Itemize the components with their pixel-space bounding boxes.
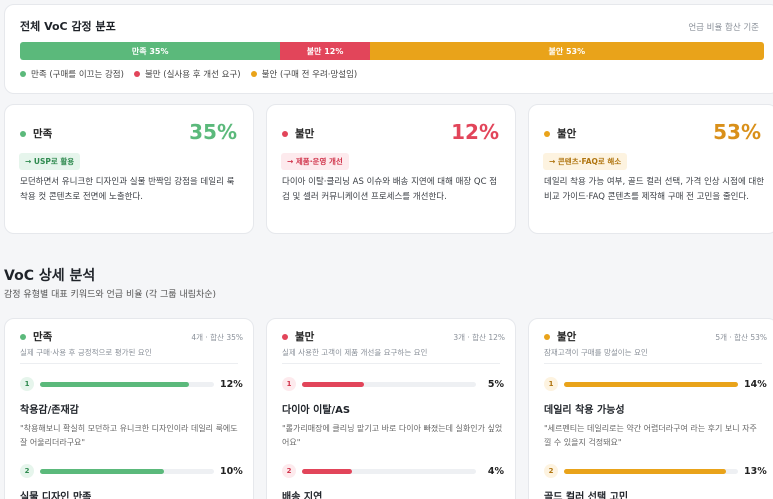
keyword-name: 골드 컬러 선택 고민 <box>544 492 629 499</box>
keyword-bar-fill <box>564 468 726 474</box>
segment-satisfied: 만족 35% <box>20 42 281 60</box>
action-tag: → 콘텐츠·FAQ로 해소 <box>543 153 628 170</box>
legend-label: 불만 (실사용 후 개선 요구) <box>144 70 241 80</box>
divider <box>544 363 762 364</box>
segment-anxious: 불안 53% <box>369 42 764 60</box>
summary-percent: 12% <box>451 120 499 144</box>
detail-meta: 5개 · 합산 53% <box>715 333 767 342</box>
summary-description: 다이아 이탈·클리닝 AS 이슈와 배송 지연에 대해 매장 QC 점검 및 셀… <box>282 177 498 202</box>
rank-badge: 1 <box>544 377 558 391</box>
legend-label: 만족 (구매를 이끄는 강점) <box>31 70 124 80</box>
sentiment-distribution-card: 전체 VoC 감정 분포 언급 비율 합산 기준 만족 35% 불만 12% 불… <box>4 4 773 94</box>
detail-card-anxious: 불안 5개 · 합산 53% 잠재고객이 구매를 망설이는 요인 1 14% 데일… <box>528 318 773 499</box>
summary-percent: 35% <box>189 120 237 144</box>
keyword-bar-fill <box>40 381 190 387</box>
summary-description: 데일리 착용 가능 여부, 골드 컬러 선택, 가격 인상 시점에 대한 비교 … <box>544 177 765 202</box>
keyword-percent: 14% <box>744 378 767 390</box>
keyword-quote: "롤가리매장에 클리닝 맡기고 바로 다이아 빠졌는데 실화인가 싶었어요" <box>282 424 503 447</box>
keyword-percent: 4% <box>487 465 504 477</box>
rank-badge: 2 <box>544 464 558 478</box>
distribution-note: 언급 비율 합산 기준 <box>688 23 759 33</box>
section-subtitle: 감정 유형별 대표 키워드와 언급 비율 (각 그룹 내림차순) <box>4 290 217 300</box>
keyword-bar-track <box>564 381 738 387</box>
keyword-percent: 13% <box>744 465 767 477</box>
distribution-bar: 만족 35% 불만 12% 불안 53% <box>20 42 764 60</box>
legend-item-satisfied: 만족 (구매를 이끄는 강점) <box>20 68 124 80</box>
orange-dot-icon <box>544 333 550 340</box>
red-dot-icon <box>282 130 288 137</box>
section-title: VoC 상세 분석 <box>4 268 96 284</box>
keyword-item: 2 4% 배송 지연 <box>282 464 504 499</box>
keyword-bar-fill <box>40 468 165 474</box>
green-dot-icon <box>20 71 26 77</box>
rank-badge: 2 <box>282 464 296 478</box>
keyword-item: 2 13% 골드 컬러 선택 고민 <box>544 464 767 499</box>
keyword-quote: "착용해보니 확실히 모던하고 유니크한 디자인이라 데일리 룩에도 잘 어울리… <box>20 424 238 447</box>
divider <box>20 363 238 364</box>
keyword-bar-track <box>302 381 476 387</box>
summary-card-satisfied: 만족 35% → USP로 활용 모던하면서 유니크한 디자인과 실물 반짝임 … <box>4 104 254 234</box>
keyword-bar-track <box>564 468 738 474</box>
keyword-bar-track <box>40 381 214 387</box>
detail-name: 만족 <box>33 331 53 343</box>
summary-name: 불안 <box>557 128 577 140</box>
orange-dot-icon <box>250 71 257 77</box>
segment-dissatisfied: 불만 12% <box>280 42 370 60</box>
orange-dot-icon <box>544 130 550 137</box>
summary-name: 불만 <box>295 128 315 140</box>
green-dot-icon <box>20 333 26 340</box>
detail-subtitle: 실제 구매·사용 후 긍정적으로 평가된 요인 <box>20 348 152 357</box>
summary-card-dissatisfied: 불만 12% → 제품·운영 개선 다이아 이탈·클리닝 AS 이슈와 배송 지… <box>266 104 516 234</box>
divider <box>282 363 500 364</box>
summary-percent: 53% <box>713 120 761 144</box>
summary-card-anxious: 불안 53% → 콘텐츠·FAQ로 해소 데일리 착용 가능 여부, 골드 컬러… <box>528 104 773 234</box>
keyword-percent: 10% <box>220 465 243 477</box>
action-tag: → USP로 활용 <box>19 153 81 170</box>
green-dot-icon <box>20 130 26 137</box>
keyword-item: 1 14% 데일리 착용 가능성 "세르펜티는 데일리로는 약간 어렵더라구여 라… <box>544 377 767 450</box>
keyword-bar-fill <box>302 468 352 474</box>
keyword-item: 1 5% 다이아 이탈/AS "롤가리매장에 클리닝 맡기고 바로 다이아 빠졌는… <box>282 377 504 450</box>
rank-badge: 2 <box>20 464 34 478</box>
detail-subtitle: 잠재고객이 구매를 망설이는 요인 <box>544 348 648 357</box>
keyword-quote: "세르펜티는 데일리로는 약간 어렵더라구여 라는 후기 보니 자주 낄 수 있… <box>544 424 757 447</box>
summary-name: 만족 <box>33 128 53 140</box>
keyword-percent: 12% <box>220 378 243 390</box>
rank-badge: 1 <box>20 377 34 391</box>
summary-description: 모던하면서 유니크한 디자인과 실물 반짝임 강점을 데일리 룩 착용 컷 콘텐… <box>20 177 235 202</box>
detail-meta: 4개 · 합산 35% <box>191 333 243 342</box>
legend-item-dissatisfied: 불만 (실사용 후 개선 요구) <box>133 68 241 80</box>
distribution-legend: 만족 (구매를 이끄는 강점) 불만 (실사용 후 개선 요구) 불안 (구매 … <box>20 68 357 80</box>
keyword-item: 2 10% 실물 디자인 만족 <box>20 464 243 499</box>
keyword-percent: 5% <box>487 378 504 390</box>
distribution-title: 전체 VoC 감정 분포 <box>20 20 116 33</box>
keyword-bar-track <box>40 468 214 474</box>
keyword-item: 1 12% 착용감/존재감 "착용해보니 확실히 모던하고 유니크한 디자인이라 … <box>20 377 243 450</box>
keyword-bar-fill <box>302 381 365 387</box>
keyword-name: 실물 디자인 만족 <box>20 492 92 499</box>
red-dot-icon <box>133 71 140 77</box>
rank-badge: 1 <box>282 377 296 391</box>
legend-label: 불안 (구매 전 우려·망설임) <box>261 70 358 80</box>
action-tag: → 제품·운영 개선 <box>281 153 349 170</box>
detail-subtitle: 실제 사용한 고객이 제품 개선을 요구하는 요인 <box>282 348 428 357</box>
detail-card-dissatisfied: 불만 3개 · 합산 12% 실제 사용한 고객이 제품 개선을 요구하는 요인… <box>266 318 516 499</box>
keyword-bar-track <box>302 468 476 474</box>
detail-name: 불만 <box>295 331 315 343</box>
keyword-bar-fill <box>564 381 738 387</box>
keyword-name: 착용감/존재감 <box>20 405 79 416</box>
detail-meta: 3개 · 합산 12% <box>453 333 505 342</box>
keyword-name: 다이아 이탈/AS <box>282 405 351 416</box>
detail-card-satisfied: 만족 4개 · 합산 35% 실제 구매·사용 후 긍정적으로 평가된 요인 1… <box>4 318 254 499</box>
keyword-name: 데일리 착용 가능성 <box>544 405 625 416</box>
keyword-name: 배송 지연 <box>282 492 323 499</box>
red-dot-icon <box>282 333 288 340</box>
detail-name: 불안 <box>557 331 577 343</box>
legend-item-anxious: 불안 (구매 전 우려·망설임) <box>250 68 358 80</box>
